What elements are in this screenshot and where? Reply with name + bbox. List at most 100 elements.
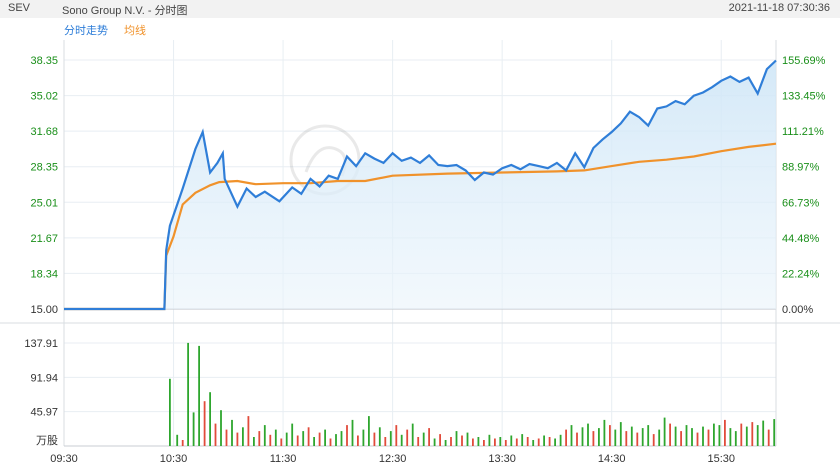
price-tick-label: 31.68 [30,126,58,138]
legend-avg-label[interactable]: 均线 [124,25,146,37]
price-tick-label: 18.34 [30,268,58,280]
volume-bar [428,428,430,446]
timestamp: 2021-11-18 07:30:36 [728,2,830,14]
volume-bar [713,423,715,446]
percent-tick-label: 0.00% [782,304,813,316]
volume-bar [466,432,469,446]
volume-bar [192,412,195,446]
legend-price-label[interactable]: 分时走势 [64,25,108,37]
volume-bar [406,429,409,446]
volume-bar [253,437,255,446]
volume-bar [236,432,239,446]
time-tick-label: 14:30 [598,453,626,465]
avg-series-line [64,142,777,311]
price-tick-label: 25.01 [30,197,58,209]
volume-bar [510,435,513,446]
volume-bar [685,425,688,446]
volume-bar [630,426,633,446]
volume-bar [231,419,233,446]
volume-bar [674,426,677,446]
volume-bar [609,425,611,446]
volume-bar [515,438,518,446]
price-axis: 38.35 35.02 31.68 28.35 25.01 21.67 18.34 15.00 [30,55,58,316]
volume-bar [313,437,315,446]
volume-bar [494,438,496,446]
volume-bar [724,419,726,446]
volume-bar [477,437,480,446]
price-tick-label: 15.00 [30,304,58,316]
price-series-line [64,59,777,311]
volume-bar [658,429,661,446]
volume-bar [411,423,414,446]
volume-bar [187,342,189,446]
volume-bar [581,427,584,446]
volume-bar [680,431,682,446]
volume-tick-label: 137.91 [24,338,58,350]
volume-bar [242,427,244,446]
volume-bar [587,423,589,446]
percent-axis: 155.69% 133.45% 111.21% 88.97% 66.73% 44.48% 2… [782,55,826,316]
volume-bar [274,429,277,446]
volume-bar [324,429,326,446]
percent-tick-label: 155.69% [782,55,826,67]
volume-bar [625,431,628,446]
volume-bar [554,438,556,446]
volume-bar [444,440,447,446]
volume-bar [307,427,310,446]
volume-bar [389,431,392,446]
volume-bar [619,422,622,446]
volume-bar [169,378,171,446]
volume-bar [400,434,403,446]
volume-bar [598,428,600,446]
volume-bar [488,434,491,446]
volume-bar [395,425,398,446]
time-tick-label: 12:30 [379,453,407,465]
volume-bar [258,431,261,446]
volume-bar [472,438,474,446]
volume-bar [329,438,332,446]
volume-bar [346,425,348,446]
volume-bar [707,429,710,446]
volume-bar [669,423,671,446]
volume-bar [340,431,343,446]
volume-bar [702,426,704,446]
percent-tick-label: 44.48% [782,233,820,245]
price-tick-label: 38.35 [30,55,58,67]
volume-bar [767,429,770,446]
volume-bar [296,435,299,446]
volume-bar [532,440,535,446]
volume-bar [745,426,748,446]
percent-tick-label: 66.73% [782,197,820,209]
volume-bar [263,425,266,446]
volume-bar [378,427,381,446]
volume-bar [269,434,272,446]
volume-bar [302,431,305,446]
volume-bar [504,440,507,446]
volume-bar [499,437,502,446]
volume-bar [565,429,567,446]
volume-bar [373,432,376,446]
price-tick-label: 35.02 [30,91,58,103]
time-tick-label: 11:30 [270,453,297,465]
percent-tick-label: 111.21% [782,126,824,138]
volume-bar [203,401,206,446]
volume-bar [450,437,452,446]
price-area-fill [64,60,776,309]
volume-bar [209,392,211,446]
volume-bar [225,429,228,446]
volume-bar [335,434,337,446]
volume-bar [439,434,441,446]
price-tick-label: 28.35 [30,162,58,174]
title-bar: SEV Sono Group N.V. - 分时图 2021-11-18 07:… [0,0,840,18]
volume-bar [280,438,283,446]
volume-bar [521,434,524,446]
time-axis: 09:30 10:30 11:30 12:30 13:30 14:30 15:30 [50,453,735,465]
volume-bars [169,342,776,446]
volume-bar [773,419,776,446]
time-tick-label: 10:30 [160,453,188,465]
volume-bar [461,435,463,446]
volume-bar [576,432,578,446]
volume-bar [220,410,222,446]
volume-bar [384,437,387,446]
